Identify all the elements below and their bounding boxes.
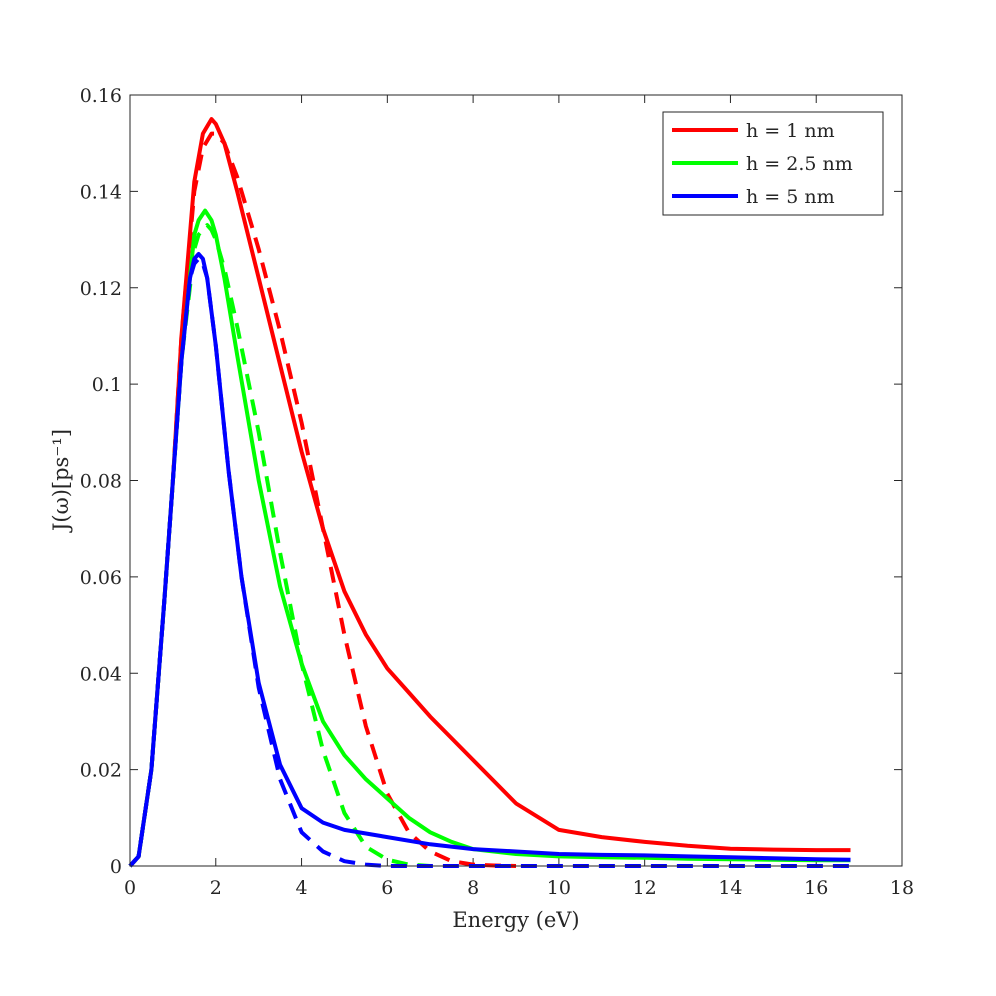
x-tick-label: 10 — [547, 877, 571, 899]
y-axis: 0 0.02 0.04 0.06 0.08 0.1 0.12 0.14 0.16 — [80, 85, 902, 878]
x-tick-label: 12 — [633, 877, 657, 899]
series-layer — [128, 117, 851, 868]
y-tick-label: 0.14 — [80, 181, 122, 203]
y-tick-label: 0.06 — [80, 567, 122, 589]
y-tick-label: 0.1 — [92, 374, 122, 396]
y-axis-label: J(ω)[ps⁻¹] — [49, 429, 73, 533]
x-tick-label: 18 — [890, 877, 914, 899]
series-line-6 — [128, 256, 851, 868]
x-tick-label: 0 — [124, 877, 136, 899]
legend-label-3: h = 5 nm — [746, 186, 835, 208]
legend: h = 1 nm h = 2.5 nm h = 5 nm — [662, 111, 884, 216]
y-tick-label: 0.08 — [80, 471, 122, 493]
x-axis-label: Energy (eV) — [452, 908, 579, 932]
series-line-5 — [128, 252, 851, 868]
x-tick-label: 4 — [296, 877, 308, 899]
legend-label-2: h = 2.5 nm — [746, 153, 853, 175]
y-tick-label: 0.16 — [80, 85, 122, 107]
plot-frame — [129, 94, 903, 867]
x-tick-label: 14 — [718, 877, 742, 899]
x-tick-label: 2 — [210, 877, 222, 899]
x-tick-label: 16 — [804, 877, 828, 899]
y-tick-label: 0.12 — [80, 278, 122, 300]
y-tick-label: 0 — [110, 856, 122, 878]
x-axis: 0 2 4 6 8 10 12 14 16 18 — [124, 95, 914, 899]
y-tick-label: 0.02 — [80, 760, 122, 782]
y-tick-label: 0.04 — [80, 663, 122, 685]
x-tick-label: 6 — [381, 877, 393, 899]
x-tick-label: 8 — [467, 877, 479, 899]
legend-label-1: h = 1 nm — [746, 120, 835, 142]
